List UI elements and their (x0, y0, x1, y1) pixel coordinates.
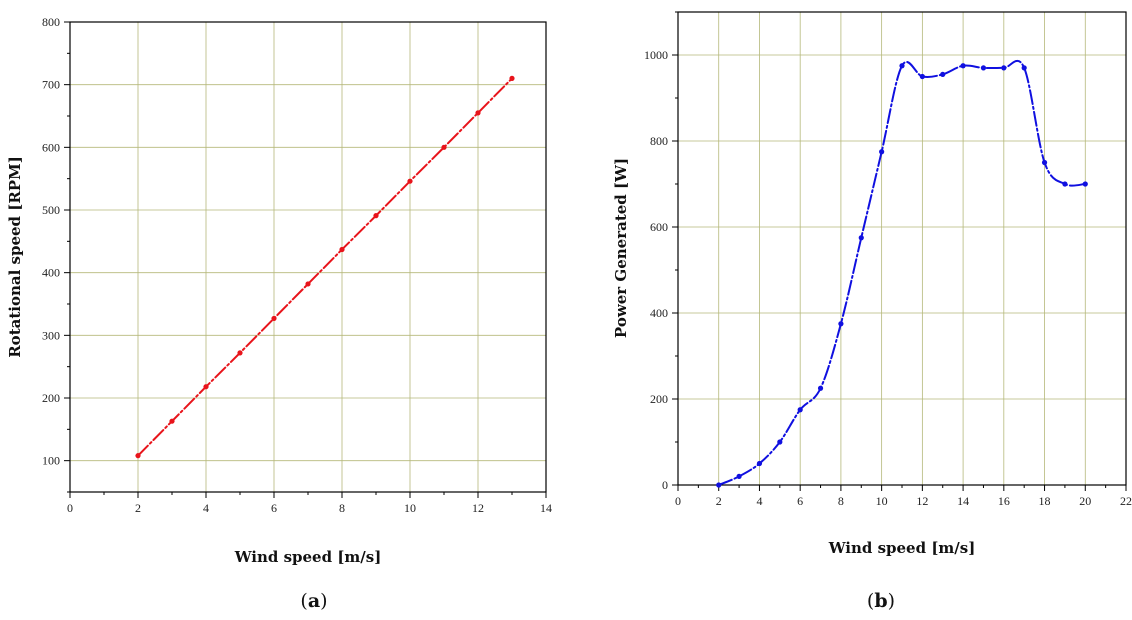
data-point (271, 315, 277, 322)
series-line (717, 59, 1087, 486)
x-tick-label: 6 (271, 501, 277, 515)
y-tick-label: 600 (650, 220, 668, 234)
data-point (756, 460, 763, 467)
x-tick-label: 18 (1039, 494, 1051, 508)
x-tick-label: 8 (339, 501, 345, 515)
x-tick-label: 6 (797, 494, 803, 508)
data-point (716, 482, 722, 488)
data-point (1041, 159, 1048, 166)
x-tick-label: 16 (998, 494, 1010, 508)
y-tick-label: 0 (662, 478, 668, 492)
data-point (509, 75, 515, 81)
data-point (899, 63, 905, 69)
y-tick-label: 400 (42, 266, 60, 280)
plot-frame (677, 11, 1127, 486)
data-point (919, 73, 925, 80)
x-tick-label: 10 (404, 501, 416, 515)
x-tick-label: 14 (540, 501, 552, 515)
y-tick-label: 500 (42, 203, 60, 217)
y-axis-title: Power Generated [W] (612, 158, 630, 338)
data-point (940, 71, 946, 77)
chart-panel-b: 0 2 4 6 8 10 12 14 16 18 20 22 0 200 400 600 800 1000 Wind… (612, 11, 1132, 612)
y-tick-label: 400 (650, 306, 668, 320)
y-tick-label: 600 (42, 140, 60, 154)
data-point (1021, 65, 1027, 71)
data-point (407, 178, 413, 184)
panel-label: (b) (867, 590, 895, 612)
y-tick-label: 700 (42, 78, 60, 92)
data-point (960, 63, 966, 69)
x-tick-label: 0 (67, 501, 73, 515)
y-tick-label: 200 (650, 392, 668, 406)
x-tick-label: 8 (838, 494, 844, 508)
y-tick-label: 300 (42, 328, 60, 342)
data-point (373, 213, 379, 219)
x-tick-label: 22 (1120, 494, 1132, 508)
data-point (135, 453, 141, 459)
x-tick-label: 12 (472, 501, 484, 515)
data-point (475, 110, 481, 116)
x-tick-label: 12 (916, 494, 928, 508)
data-point (305, 281, 311, 287)
x-tick-label: 10 (876, 494, 888, 508)
x-tick-label: 2 (716, 494, 722, 508)
chart-panel-a: 0 2 4 6 8 10 12 14 100 200 300 400 500 600 700 800 Wind … (6, 15, 552, 612)
y-tick-label: 100 (42, 454, 60, 468)
data-point (1082, 181, 1088, 187)
x-tick-label: 20 (1079, 494, 1091, 508)
y-tick-label: 1000 (644, 48, 668, 62)
data-point (1001, 65, 1007, 71)
x-tick-label: 4 (756, 494, 762, 508)
data-point (1062, 181, 1068, 187)
x-tick-label: 0 (675, 494, 681, 508)
y-axis-title: Rotational speed [RPM] (6, 156, 24, 358)
data-point (203, 384, 209, 390)
data-point (736, 473, 742, 479)
plot-frame (69, 21, 547, 493)
x-tick-label: 14 (957, 494, 969, 508)
x-tick-label: 2 (135, 501, 141, 515)
data-point (237, 350, 243, 356)
series-line (137, 77, 513, 457)
data-point (817, 385, 824, 391)
data-point (858, 235, 864, 241)
y-tick-label: 800 (650, 134, 668, 148)
data-point (777, 439, 783, 445)
data-point (879, 149, 885, 155)
x-axis-title: Wind speed [m/s] (234, 548, 382, 566)
panel-label: (a) (300, 590, 327, 612)
data-point (838, 321, 844, 327)
data-point (169, 418, 175, 424)
y-tick-label: 200 (42, 391, 60, 405)
data-point (339, 246, 345, 253)
data-point (441, 144, 447, 150)
data-point (980, 65, 987, 71)
y-tick-label: 800 (42, 15, 60, 29)
x-axis-title: Wind speed [m/s] (828, 539, 976, 557)
x-tick-label: 4 (203, 501, 209, 515)
data-point (797, 407, 803, 413)
